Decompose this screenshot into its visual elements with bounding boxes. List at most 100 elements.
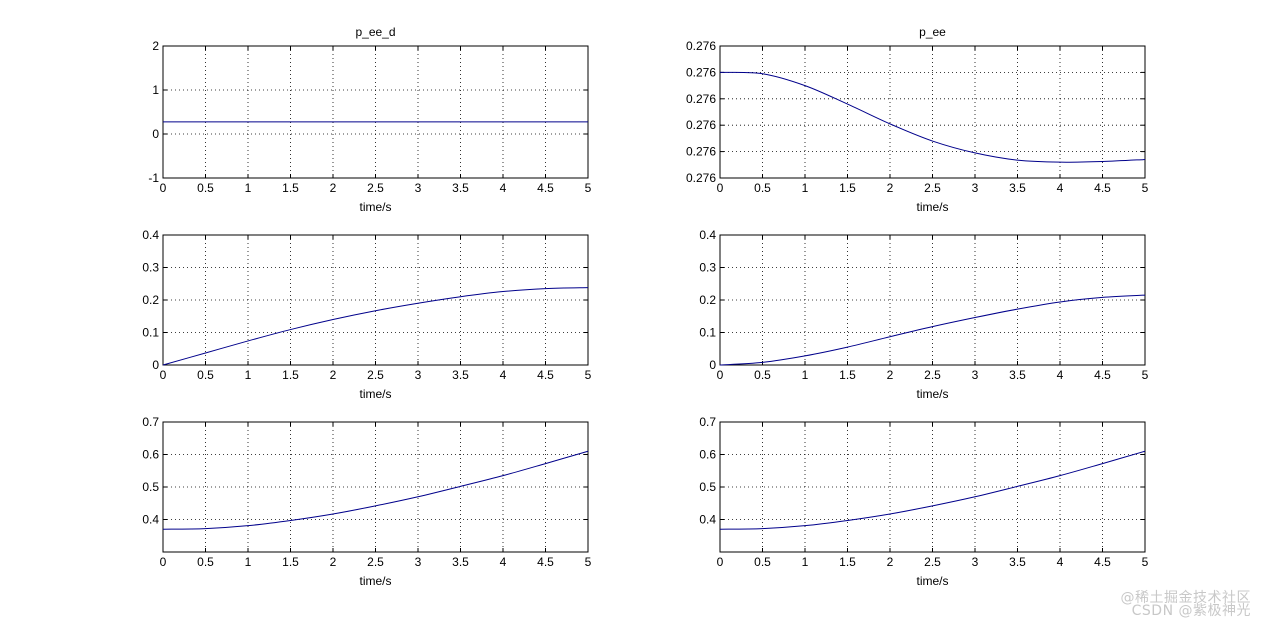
y-tick-label: 0.4 <box>699 228 716 242</box>
y-tick-label: 0.6 <box>699 448 716 462</box>
x-tick-label: 4 <box>1057 368 1064 382</box>
watermark-line-2: CSDN @紫极神光 <box>1131 603 1251 619</box>
subplot-title: p_ee_d <box>355 25 395 39</box>
x-tick-label: 4 <box>500 181 507 195</box>
x-tick-label: 0.5 <box>754 555 771 569</box>
x-tick-label: 3 <box>415 555 422 569</box>
x-tick-label: 3.5 <box>1009 181 1026 195</box>
x-tick-label: 2.5 <box>924 368 941 382</box>
x-tick-label: 3.5 <box>1009 555 1026 569</box>
y-tick-label: 0.276 <box>686 145 716 159</box>
y-tick-label: -1 <box>148 171 159 185</box>
y-tick-label: 0.1 <box>142 326 159 340</box>
x-tick-label: 3.5 <box>452 181 469 195</box>
subplot-5: 0 0.5 1 1.5 2 2.5 3 3.5 4 4.5 5 0.4 0.5 0.6 0.7 time/s <box>142 415 591 588</box>
x-tick-label: 4.5 <box>537 368 554 382</box>
x-tick-label: 1 <box>802 181 809 195</box>
x-tick-label: 4.5 <box>537 181 554 195</box>
subplot-6: 0 0.5 1 1.5 2 2.5 3 3.5 4 4.5 5 0.4 0.5 0.6 0.7 time/s <box>699 415 1148 588</box>
y-tick-label: 0.5 <box>142 480 159 494</box>
subplot-4: 0 0.5 1 1.5 2 2.5 3 3.5 4 4.5 5 0 0.1 0.2 0.3 0.4 time/s <box>699 228 1148 401</box>
x-tick-label: 4 <box>1057 555 1064 569</box>
x-tick-label: 3 <box>972 368 979 382</box>
y-tick-label: 0.6 <box>142 448 159 462</box>
x-tick-label: 4 <box>500 368 507 382</box>
y-tick-label: 0 <box>709 358 716 372</box>
y-tick-label: 0 <box>152 358 159 372</box>
x-tick-label: 5 <box>1142 181 1149 195</box>
x-tick-label: 5 <box>585 181 592 195</box>
x-tick-label: 0 <box>160 368 167 382</box>
x-tick-label: 5 <box>1142 555 1149 569</box>
y-tick-label: 0.7 <box>699 415 716 429</box>
x-tick-label: 4 <box>1057 181 1064 195</box>
x-tick-label: 5 <box>585 368 592 382</box>
y-tick-label: 0.2 <box>699 293 716 307</box>
x-axis-label: time/s <box>359 387 391 401</box>
x-tick-label: 3.5 <box>452 555 469 569</box>
subplot-2: 0 0.5 1 1.5 2 2.5 3 3.5 4 4.5 5 0.276 0.276 0.276 0.27… <box>686 25 1149 214</box>
x-tick-label: 4.5 <box>1094 181 1111 195</box>
x-tick-label: 0 <box>717 181 724 195</box>
y-tick-label: 0.5 <box>699 480 716 494</box>
x-tick-label: 1 <box>245 368 252 382</box>
y-tick-label: 0.4 <box>699 513 716 527</box>
x-tick-label: 0.5 <box>197 181 214 195</box>
x-tick-label: 0.5 <box>197 368 214 382</box>
y-tick-label: 0.276 <box>686 92 716 106</box>
x-tick-label: 0 <box>717 368 724 382</box>
x-tick-label: 2 <box>887 368 894 382</box>
axes-frame <box>719 45 1146 179</box>
subplot-3: 0 0.5 1 1.5 2 2.5 3 3.5 4 4.5 5 0 0.1 0.2 0.3 0.4 time/s <box>142 228 591 401</box>
x-tick-label: 1.5 <box>282 181 299 195</box>
x-tick-label: 4.5 <box>1094 555 1111 569</box>
x-tick-label: 5 <box>585 555 592 569</box>
x-tick-label: 2.5 <box>367 555 384 569</box>
y-tick-label: 0.276 <box>686 39 716 53</box>
x-tick-label: 0.5 <box>754 181 771 195</box>
x-axis-label: time/s <box>916 387 948 401</box>
x-tick-label: 2.5 <box>924 555 941 569</box>
y-tick-label: 0.7 <box>142 415 159 429</box>
x-axis-label: time/s <box>916 574 948 588</box>
x-tick-label: 3 <box>972 555 979 569</box>
y-tick-label: 0.276 <box>686 65 716 79</box>
x-tick-label: 1 <box>802 368 809 382</box>
x-tick-label: 0 <box>717 555 724 569</box>
y-tick-label: 0.276 <box>686 118 716 132</box>
x-axis-label: time/s <box>916 200 948 214</box>
x-tick-label: 1 <box>245 555 252 569</box>
x-tick-label: 4.5 <box>537 555 554 569</box>
x-tick-label: 1.5 <box>839 368 856 382</box>
series-line <box>719 294 1146 366</box>
x-tick-label: 1 <box>245 181 252 195</box>
y-tick-label: 0.4 <box>142 513 159 527</box>
x-tick-label: 1.5 <box>282 555 299 569</box>
series-line <box>719 450 1146 530</box>
axes-frame <box>162 234 589 366</box>
x-tick-label: 0 <box>160 555 167 569</box>
x-tick-label: 0.5 <box>754 368 771 382</box>
axes-frame <box>162 45 589 179</box>
y-tick-label: 1 <box>152 83 159 97</box>
x-tick-label: 1.5 <box>282 368 299 382</box>
watermark-line-1: @稀土掘金技术社区 <box>1120 590 1251 606</box>
y-tick-label: 0.1 <box>699 326 716 340</box>
x-tick-label: 2.5 <box>367 181 384 195</box>
series-line <box>162 287 589 366</box>
axes-frame <box>719 234 1146 366</box>
x-tick-label: 2 <box>330 181 337 195</box>
y-tick-label: 2 <box>152 39 159 53</box>
axes-frame <box>162 421 589 553</box>
x-tick-label: 3 <box>415 368 422 382</box>
x-tick-label: 2.5 <box>367 368 384 382</box>
x-tick-label: 3 <box>415 181 422 195</box>
x-tick-label: 3.5 <box>452 368 469 382</box>
x-tick-label: 2 <box>887 181 894 195</box>
axes-frame <box>719 421 1146 553</box>
x-tick-label: 3.5 <box>1009 368 1026 382</box>
series-line <box>719 71 1146 163</box>
y-tick-label: 0.3 <box>142 261 159 275</box>
